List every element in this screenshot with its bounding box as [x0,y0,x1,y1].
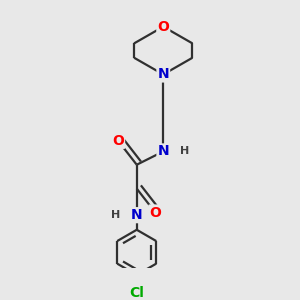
Text: N: N [158,145,169,158]
Text: O: O [112,134,124,148]
Text: O: O [149,206,161,220]
Text: N: N [131,208,142,222]
Text: H: H [111,210,120,220]
Text: N: N [158,68,169,82]
Text: H: H [180,146,189,157]
Text: Cl: Cl [129,286,144,300]
Text: O: O [157,20,169,34]
